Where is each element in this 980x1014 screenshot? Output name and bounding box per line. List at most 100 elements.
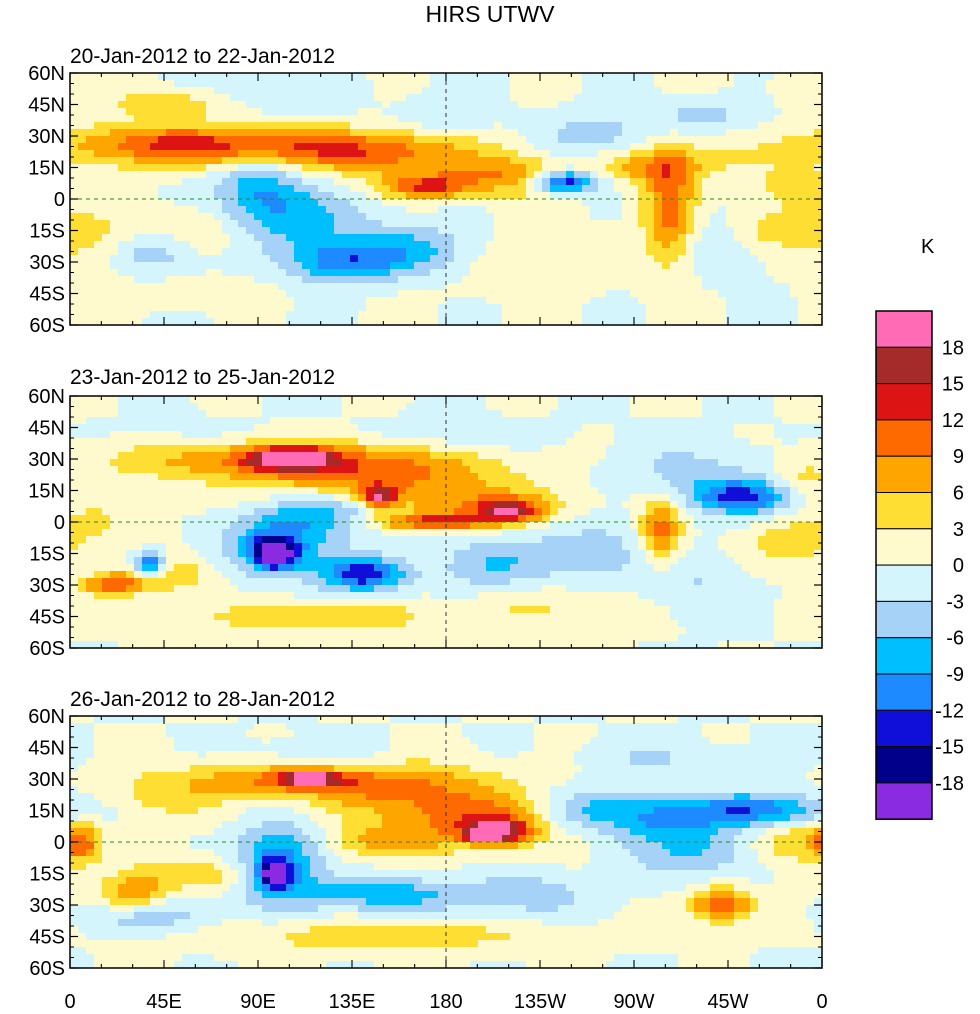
field-cell	[286, 445, 295, 453]
field-cell	[654, 487, 663, 495]
field-cell	[430, 410, 439, 418]
field-cell	[438, 136, 447, 144]
field-cell	[166, 108, 175, 116]
field-cell	[110, 164, 119, 172]
field-cell	[326, 129, 335, 137]
field-cell	[614, 227, 623, 235]
field-cell	[326, 410, 335, 418]
field-cell	[534, 459, 543, 467]
field-cell	[670, 494, 679, 502]
field-cell	[798, 494, 807, 502]
field-cell	[654, 501, 663, 509]
field-cell	[86, 115, 95, 123]
field-cell	[766, 150, 775, 158]
field-cell	[78, 157, 87, 165]
field-cell	[454, 255, 463, 263]
field-cell	[142, 290, 151, 298]
field-cell	[470, 410, 479, 418]
field-cell	[598, 459, 607, 467]
field-cell	[670, 410, 679, 418]
field-cell	[702, 501, 711, 509]
field-cell	[742, 438, 751, 446]
field-cell	[774, 304, 783, 312]
field-cell	[726, 108, 735, 116]
field-cell	[526, 220, 535, 228]
field-cell	[446, 192, 455, 200]
field-cell	[702, 206, 711, 214]
field-cell	[718, 480, 727, 488]
field-cell	[478, 290, 487, 298]
field-cell	[774, 213, 783, 221]
field-cell	[238, 311, 247, 319]
field-cell	[366, 122, 375, 130]
field-cell	[118, 396, 127, 404]
field-cell	[390, 248, 399, 256]
field-cell	[606, 220, 615, 228]
field-cell	[814, 199, 823, 207]
field-cell	[598, 143, 607, 151]
field-cell	[718, 234, 727, 242]
field-cell	[750, 445, 759, 453]
field-cell	[118, 304, 127, 312]
field-cell	[518, 157, 527, 165]
field-cell	[662, 248, 671, 256]
field-cell	[542, 178, 551, 186]
field-cell	[310, 424, 319, 432]
field-cell	[246, 410, 255, 418]
field-cell	[566, 87, 575, 95]
field-cell	[454, 157, 463, 165]
field-cell	[414, 452, 423, 460]
field-cell	[662, 297, 671, 305]
field-cell	[182, 255, 191, 263]
field-cell	[158, 290, 167, 298]
field-cell	[622, 318, 631, 326]
field-cell	[726, 87, 735, 95]
field-cell	[78, 171, 87, 179]
field-cell	[262, 164, 271, 172]
field-cell	[358, 487, 367, 495]
field-cell	[494, 255, 503, 263]
field-cell	[358, 241, 367, 249]
field-cell	[222, 171, 231, 179]
field-cell	[142, 459, 151, 467]
field-cell	[70, 122, 79, 130]
field-cell	[686, 262, 695, 270]
field-cell	[286, 136, 295, 144]
field-cell	[766, 178, 775, 186]
field-cell	[798, 192, 807, 200]
field-cell	[414, 459, 423, 467]
field-cell	[774, 122, 783, 130]
field-cell	[550, 410, 559, 418]
field-cell	[238, 206, 247, 214]
field-cell	[246, 501, 255, 509]
field-cell	[686, 283, 695, 291]
field-cell	[510, 452, 519, 460]
field-cell	[806, 129, 815, 137]
field-cell	[782, 94, 791, 102]
field-cell	[142, 311, 151, 319]
field-cell	[718, 452, 727, 460]
field-cell	[318, 122, 327, 130]
field-cell	[526, 417, 535, 425]
field-cell	[782, 297, 791, 305]
field-cell	[670, 466, 679, 474]
field-cell	[158, 80, 167, 88]
field-cell	[806, 417, 815, 425]
field-cell	[718, 227, 727, 235]
field-cell	[686, 480, 695, 488]
field-cell	[718, 94, 727, 102]
field-cell	[110, 213, 119, 221]
field-cell	[182, 438, 191, 446]
field-cell	[126, 438, 135, 446]
field-cell	[430, 73, 439, 81]
field-cell	[470, 297, 479, 305]
field-cell	[286, 171, 295, 179]
field-cell	[302, 73, 311, 81]
field-cell	[502, 501, 511, 509]
y-tick-label: 15S	[29, 221, 65, 243]
field-cell	[78, 248, 87, 256]
field-cell	[774, 417, 783, 425]
field-cell	[630, 80, 639, 88]
field-cell	[94, 206, 103, 214]
field-cell	[550, 431, 559, 439]
